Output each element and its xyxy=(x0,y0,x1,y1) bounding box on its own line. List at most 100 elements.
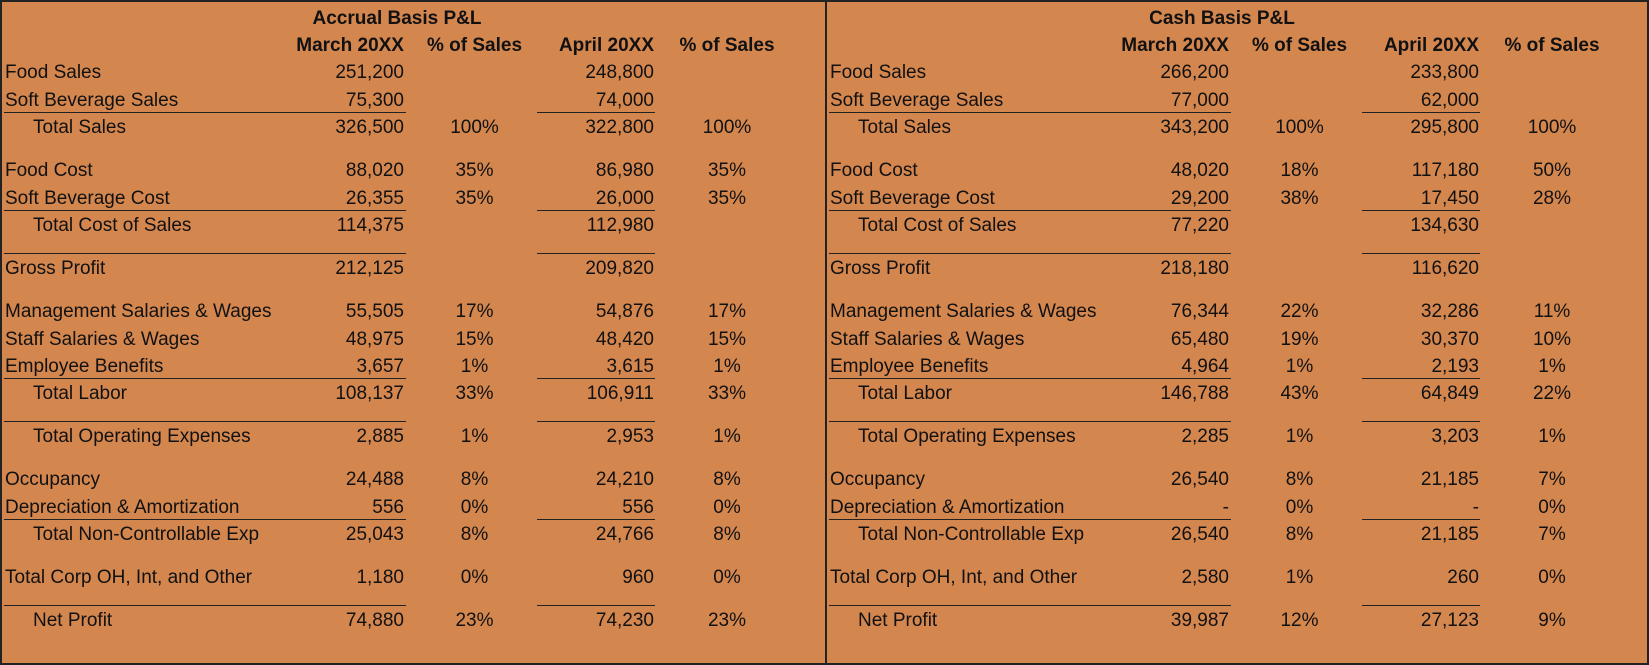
table-row: Soft Beverage Sales 75,300 74,000 xyxy=(2,87,825,115)
april-percent: 50% xyxy=(1532,160,1572,181)
april-percent: 1% xyxy=(1538,356,1566,377)
april-value: 21,185 xyxy=(1420,469,1479,490)
april-percent: 0% xyxy=(1538,567,1566,588)
table-row: Depreciation & Amortization 556 0% 556 0% xyxy=(2,494,825,522)
april-value: 3,203 xyxy=(1431,426,1479,447)
march-value: 2,885 xyxy=(356,426,404,447)
column-header: % of Sales xyxy=(679,35,775,56)
row-label: Gross Profit xyxy=(830,258,931,279)
march-value: 218,180 xyxy=(1160,258,1229,279)
march-value: 326,500 xyxy=(335,117,404,138)
march-percent: 1% xyxy=(1285,356,1314,377)
april-value: 74,230 xyxy=(595,610,654,631)
table-row: Employee Benefits 4,964 1% 2,193 1% xyxy=(827,353,1647,381)
march-percent: 19% xyxy=(1280,329,1319,350)
row-label: Employee Benefits xyxy=(830,356,989,377)
rule-line xyxy=(1362,605,1480,606)
april-value: 21,185 xyxy=(1420,524,1479,545)
march-percent xyxy=(1252,212,1347,240)
row-label: Total Corp OH, Int, and Other xyxy=(830,567,1078,588)
rule-line xyxy=(537,519,655,520)
april-percent: 100% xyxy=(1527,117,1577,138)
rule-line xyxy=(4,421,406,422)
april-value: 233,800 xyxy=(1410,62,1479,83)
april-percent: 7% xyxy=(1538,524,1566,545)
march-value: - xyxy=(1222,497,1229,518)
april-percent xyxy=(677,87,777,115)
march-percent: 17% xyxy=(455,301,494,322)
march-value: 74,880 xyxy=(345,610,404,631)
april-value: 134,630 xyxy=(1410,215,1479,236)
april-value: 322,800 xyxy=(585,117,654,138)
march-percent xyxy=(427,59,522,87)
rule-line xyxy=(1362,378,1480,379)
april-percent xyxy=(1502,212,1602,240)
table-row: Management Salaries & Wages 55,505 17% 54,8… xyxy=(2,298,825,326)
march-value: 3,657 xyxy=(356,356,404,377)
march-value: 108,137 xyxy=(335,383,404,404)
march-percent: 0% xyxy=(460,497,489,518)
april-value: 17,450 xyxy=(1420,188,1479,209)
march-percent xyxy=(427,212,522,240)
april-value: 48,420 xyxy=(595,329,654,350)
april-value: 960 xyxy=(622,567,654,588)
march-percent: 0% xyxy=(1285,497,1314,518)
april-value: 62,000 xyxy=(1420,90,1479,111)
row-label: Total Sales xyxy=(858,117,951,138)
april-value: 26,000 xyxy=(595,188,654,209)
march-percent: 23% xyxy=(455,610,494,631)
march-percent: 1% xyxy=(1285,426,1314,447)
row-label: Soft Beverage Sales xyxy=(830,90,1004,111)
march-percent: 100% xyxy=(450,117,499,138)
april-value: 295,800 xyxy=(1410,117,1479,138)
accrual-basis-panel: Accrual Basis P&L March 20XX % of Sales Apr… xyxy=(0,0,825,665)
rule-line xyxy=(829,421,1231,422)
row-label: Total Operating Expenses xyxy=(858,426,1076,447)
april-percent: 17% xyxy=(707,301,747,322)
april-percent: 7% xyxy=(1538,469,1566,490)
table-row: Total Cost of Sales 114,375 112,980 xyxy=(2,212,825,240)
table-row: Soft Beverage Sales 77,000 62,000 xyxy=(827,87,1647,115)
march-percent: 0% xyxy=(460,567,489,588)
march-percent: 8% xyxy=(1285,469,1314,490)
table-row: Total Non-Controllable Exp 26,540 8% 21,185… xyxy=(827,521,1647,549)
april-value: 30,370 xyxy=(1420,329,1479,350)
column-header: March 20XX xyxy=(296,35,404,56)
row-label: Total Operating Expenses xyxy=(33,426,251,447)
row-label: Soft Beverage Sales xyxy=(5,90,179,111)
table-row: Gross Profit 218,180 116,620 xyxy=(827,255,1647,283)
table-row: Total Sales 343,200 100% 295,800 100% xyxy=(827,114,1647,142)
table-row: Total Labor 108,137 33% 106,911 33% xyxy=(2,380,825,408)
april-value: 74,000 xyxy=(595,90,654,111)
march-value: 77,220 xyxy=(1170,215,1229,236)
april-value: 556 xyxy=(622,497,654,518)
row-label: Total Corp OH, Int, and Other xyxy=(5,567,253,588)
cash-basis-panel: Cash Basis P&L March 20XX % of Sales April … xyxy=(825,0,1649,665)
april-percent: 15% xyxy=(707,329,747,350)
march-value: 26,355 xyxy=(345,188,404,209)
april-percent: 0% xyxy=(713,497,741,518)
table-row: Gross Profit 212,125 209,820 xyxy=(2,255,825,283)
table-row: Food Cost 88,020 35% 86,980 35% xyxy=(2,157,825,185)
rule-line xyxy=(4,519,406,520)
april-value: 116,620 xyxy=(1411,258,1479,279)
rule-line xyxy=(537,112,655,113)
april-percent: 0% xyxy=(1538,497,1566,518)
march-percent: 35% xyxy=(455,188,494,209)
april-value: 112,980 xyxy=(586,215,654,236)
april-value: 260 xyxy=(1447,567,1479,588)
april-value: 24,766 xyxy=(595,524,654,545)
rule-line xyxy=(829,605,1231,606)
march-value: 48,020 xyxy=(1170,160,1229,181)
march-value: 26,540 xyxy=(1170,524,1229,545)
march-percent: 8% xyxy=(460,524,489,545)
march-value: 39,987 xyxy=(1170,610,1229,631)
april-value: 117,180 xyxy=(1411,160,1479,181)
march-value: 212,125 xyxy=(335,258,404,279)
april-value: 2,193 xyxy=(1431,356,1479,377)
march-percent: 38% xyxy=(1280,188,1319,209)
row-label: Total Labor xyxy=(33,383,128,404)
rule-line xyxy=(829,210,1231,211)
table-row: Food Cost 48,020 18% 117,180 50% xyxy=(827,157,1647,185)
row-label: Gross Profit xyxy=(5,258,106,279)
